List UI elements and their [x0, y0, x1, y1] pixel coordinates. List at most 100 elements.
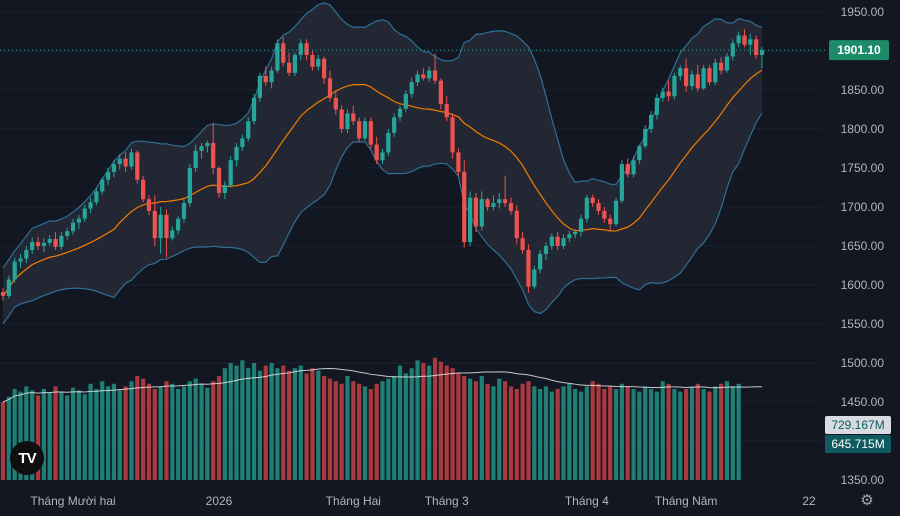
candle[interactable]	[759, 47, 765, 69]
candle[interactable]	[689, 70, 695, 91]
candle[interactable]	[281, 36, 286, 67]
candle[interactable]	[345, 109, 350, 133]
candle[interactable]	[292, 52, 298, 76]
candle[interactable]	[146, 195, 152, 215]
candle[interactable]	[578, 214, 584, 237]
candle[interactable]	[467, 191, 473, 246]
candle[interactable]	[748, 33, 753, 55]
candle[interactable]	[47, 235, 52, 246]
candle[interactable]	[695, 65, 700, 92]
candle[interactable]	[654, 93, 660, 120]
candle[interactable]	[152, 195, 157, 246]
candle[interactable]	[456, 148, 461, 176]
candle[interactable]	[590, 194, 595, 207]
candle[interactable]	[567, 230, 572, 243]
candle[interactable]	[135, 150, 140, 184]
candle[interactable]	[18, 253, 23, 268]
candle[interactable]	[141, 175, 146, 203]
candle[interactable]	[724, 53, 730, 73]
candle[interactable]	[520, 231, 525, 254]
candle[interactable]	[286, 52, 292, 76]
candle[interactable]	[701, 65, 706, 90]
candle[interactable]	[181, 199, 187, 223]
candle[interactable]	[164, 209, 169, 258]
candle[interactable]	[380, 148, 385, 165]
candle[interactable]	[105, 168, 111, 186]
candle[interactable]	[12, 257, 17, 283]
candle[interactable]	[211, 122, 216, 175]
candle[interactable]	[538, 249, 543, 274]
candle[interactable]	[199, 143, 204, 159]
candle[interactable]	[754, 35, 759, 59]
candle[interactable]	[643, 125, 648, 149]
candle[interactable]	[491, 195, 496, 211]
candle[interactable]	[549, 233, 554, 250]
candle[interactable]	[158, 207, 163, 254]
candle[interactable]	[111, 160, 117, 178]
candle[interactable]	[53, 231, 58, 250]
candle[interactable]	[65, 228, 70, 240]
candle[interactable]	[24, 246, 29, 264]
candle[interactable]	[263, 66, 268, 87]
candle[interactable]	[327, 70, 333, 102]
candle[interactable]	[94, 188, 99, 206]
candle[interactable]	[100, 177, 105, 195]
candle[interactable]	[409, 77, 414, 98]
candle[interactable]	[707, 65, 712, 86]
price-axis[interactable]: 1950.001900.001850.001800.001750.001700.…	[841, 5, 885, 487]
candle[interactable]	[310, 51, 315, 71]
candle[interactable]	[608, 214, 613, 231]
candle[interactable]	[613, 197, 619, 227]
candle[interactable]	[351, 105, 356, 126]
candle[interactable]	[392, 113, 397, 137]
candle[interactable]	[713, 58, 718, 86]
chart-settings-gear-icon[interactable]: ⚙	[860, 492, 874, 509]
candle[interactable]	[619, 160, 624, 204]
candle[interactable]	[76, 214, 82, 229]
candle[interactable]	[228, 156, 233, 188]
candle[interactable]	[660, 87, 665, 102]
candle[interactable]	[648, 111, 654, 133]
candle[interactable]	[316, 54, 321, 71]
candle[interactable]	[450, 113, 455, 159]
candle[interactable]	[584, 195, 589, 223]
candle[interactable]	[59, 231, 64, 250]
candle[interactable]	[573, 228, 578, 239]
candle[interactable]	[88, 197, 93, 214]
candle[interactable]	[275, 39, 280, 73]
candle[interactable]	[485, 197, 490, 211]
candle[interactable]	[257, 72, 262, 102]
candle[interactable]	[386, 129, 391, 157]
candle[interactable]	[421, 68, 426, 81]
candle[interactable]	[473, 192, 479, 232]
candle[interactable]	[479, 191, 484, 231]
candle[interactable]	[678, 65, 683, 81]
candle[interactable]	[374, 136, 379, 165]
candle[interactable]	[123, 152, 128, 172]
candle[interactable]	[82, 204, 87, 222]
candle[interactable]	[427, 66, 432, 83]
candle[interactable]	[187, 164, 192, 207]
candle[interactable]	[129, 148, 134, 170]
candle[interactable]	[176, 216, 181, 235]
candle[interactable]	[357, 117, 362, 143]
candle[interactable]	[561, 234, 566, 250]
candle[interactable]	[596, 199, 601, 215]
candle[interactable]	[666, 80, 671, 101]
candle[interactable]	[637, 144, 642, 165]
candle[interactable]	[304, 39, 309, 61]
tradingview-logo[interactable]: TV	[10, 441, 44, 475]
candle[interactable]	[368, 117, 373, 149]
time-axis[interactable]: Tháng Mười hai 2026 Tháng Hai Tháng 3 Tháng …	[30, 494, 816, 508]
candle[interactable]	[70, 218, 76, 236]
candle[interactable]	[205, 140, 210, 153]
candle[interactable]	[222, 181, 227, 200]
candle[interactable]	[397, 105, 403, 122]
candle[interactable]	[322, 56, 327, 84]
candle[interactable]	[193, 144, 198, 172]
candle[interactable]	[0, 288, 6, 301]
candle[interactable]	[251, 93, 257, 125]
candle[interactable]	[41, 238, 46, 253]
